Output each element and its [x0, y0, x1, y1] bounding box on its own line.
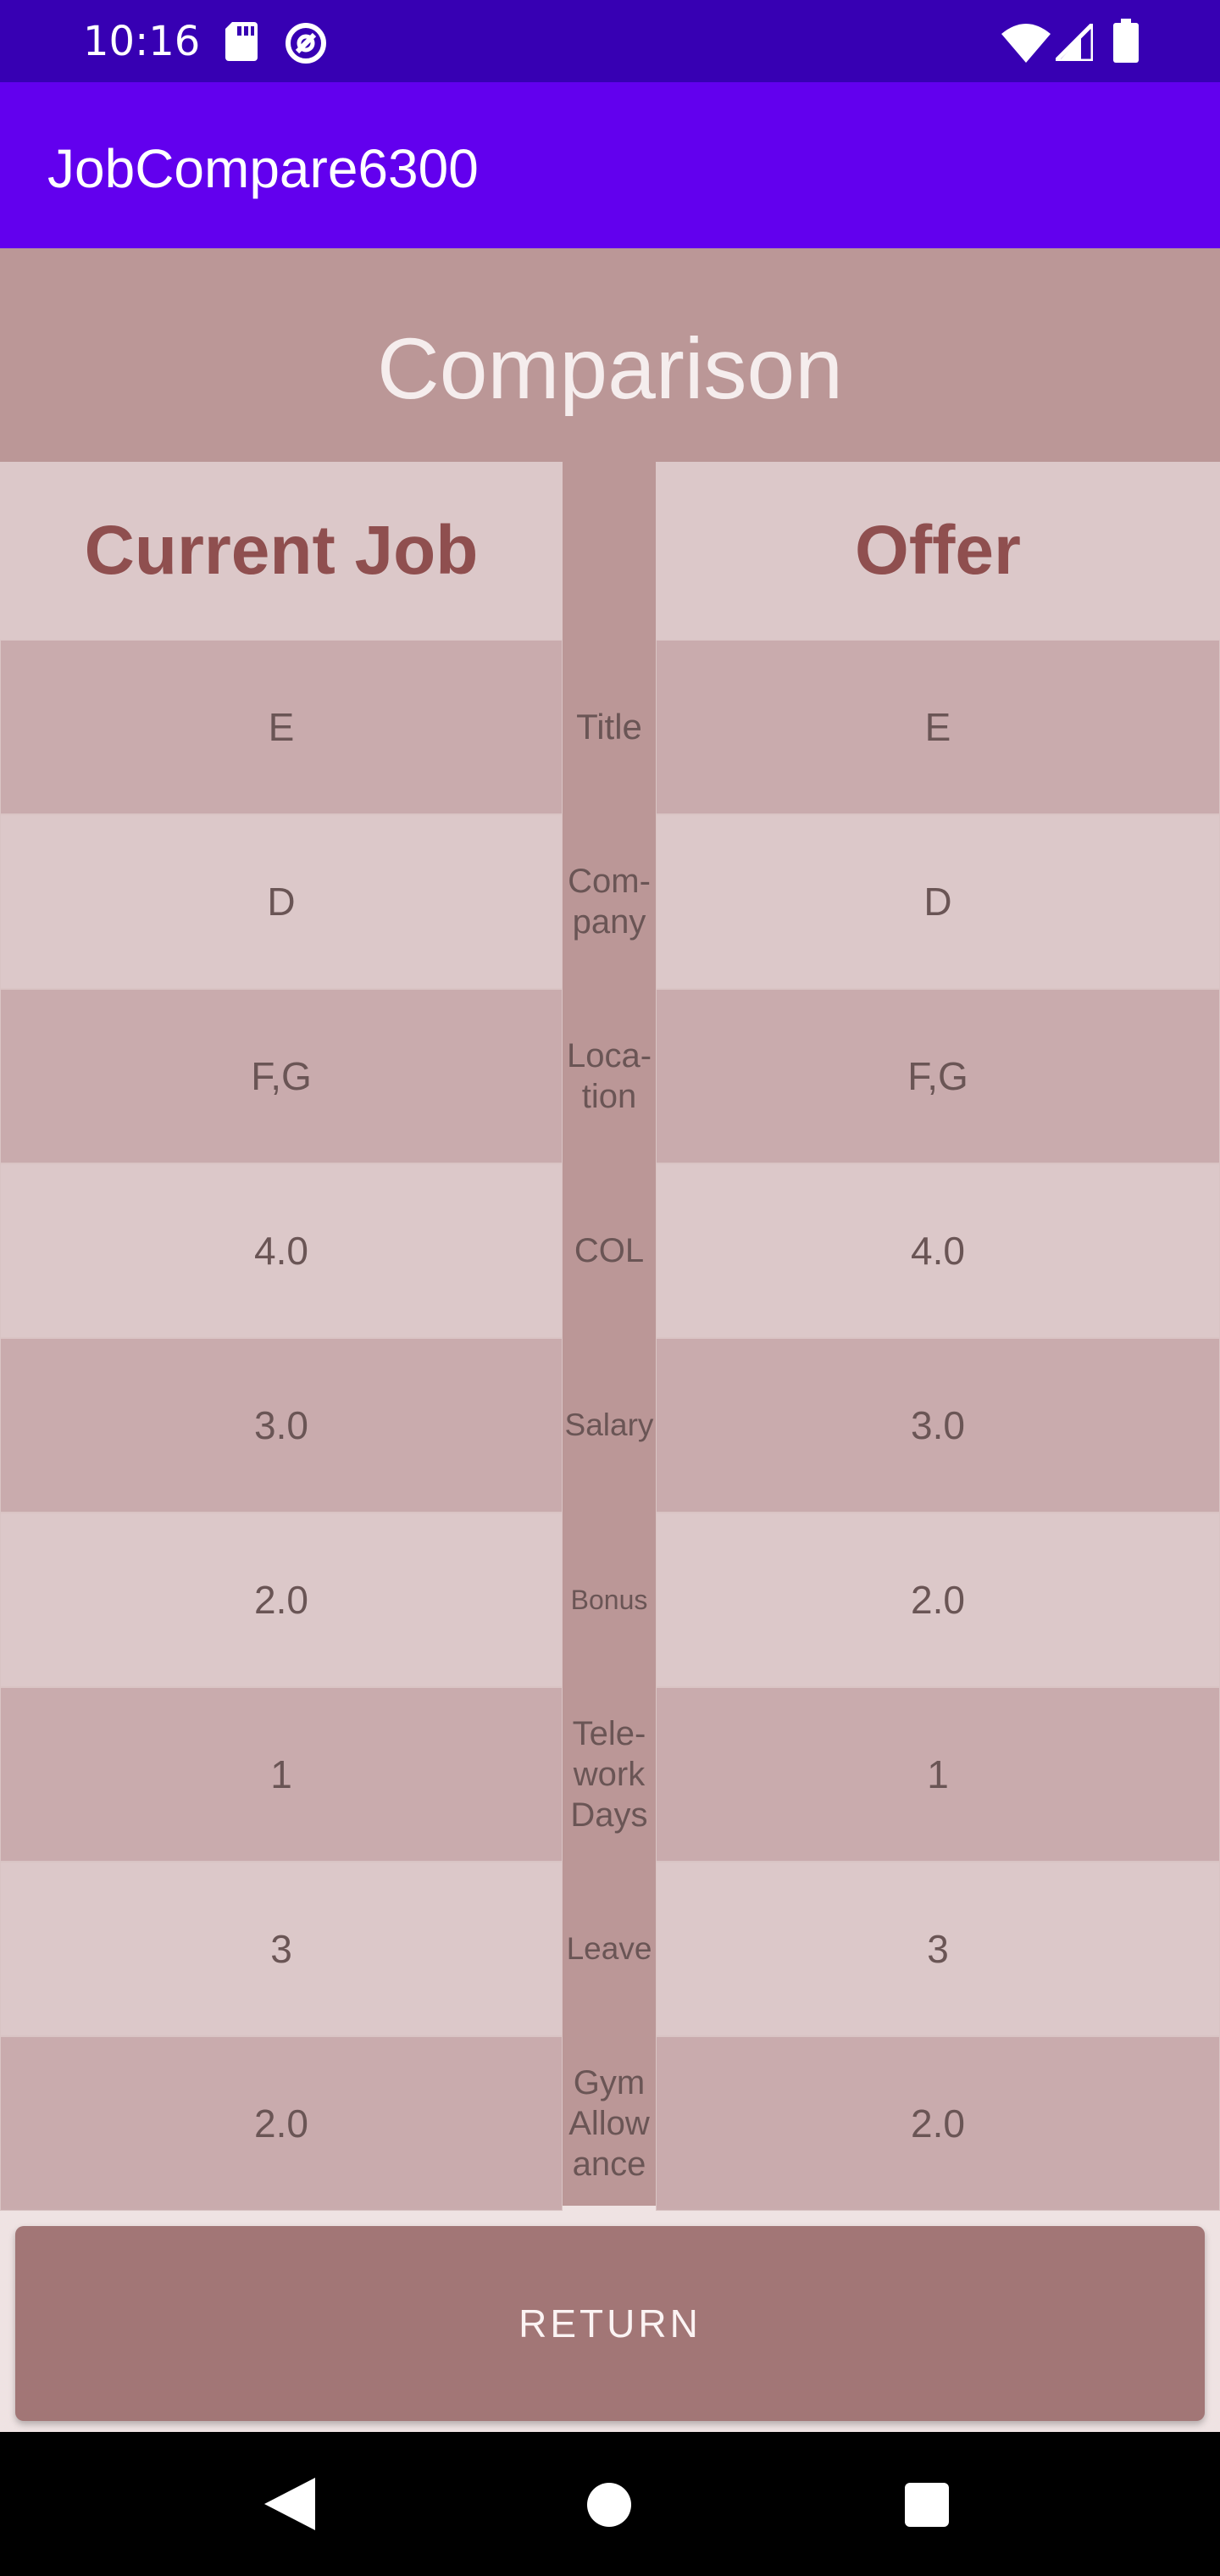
offer-company-cell: D: [656, 814, 1220, 989]
offer-bonus-cell: 2.0: [656, 1513, 1220, 1687]
offer-title-cell: E: [656, 640, 1220, 814]
back-icon[interactable]: [264, 2478, 315, 2530]
return-button-label: RETURN: [518, 2301, 702, 2346]
offer-gym-cell: 2.0: [656, 2036, 1220, 2211]
current-leave-cell: 3: [0, 1862, 563, 2036]
offer-location-cell: F,G: [656, 989, 1220, 1163]
home-icon[interactable]: [587, 2483, 631, 2527]
sd-card-icon: [225, 22, 258, 61]
system-navigation-bar: [0, 2432, 1220, 2576]
label-bonus: Bonus: [563, 1513, 656, 1687]
app-title: JobCompare6300: [47, 138, 479, 199]
app-bar: JobCompare6300: [0, 82, 1220, 248]
offer-salary-cell: 3.0: [656, 1338, 1220, 1513]
label-gym: Gym Allow ance: [563, 2036, 656, 2211]
return-button[interactable]: RETURN: [15, 2226, 1205, 2421]
label-salary: Salary: [563, 1338, 656, 1513]
label-location-line2: tion: [581, 1078, 637, 1115]
current-company-cell: D: [0, 814, 563, 989]
label-location: Loca- tion: [563, 989, 656, 1163]
offer-col-cell: 4.0: [656, 1163, 1220, 1338]
label-col-text: COL: [574, 1232, 645, 1269]
current-job-header: Current Job: [0, 462, 563, 640]
status-bar: 10:16: [0, 0, 1220, 82]
sync-icon: [286, 23, 326, 64]
label-telework-line2: work: [573, 1756, 646, 1793]
label-company-line2: pany: [572, 903, 646, 941]
battery-icon: [1113, 19, 1139, 63]
offer-telework-cell: 1: [656, 1687, 1220, 1862]
current-bonus-cell: 2.0: [0, 1513, 563, 1687]
comparison-content: Comparison Current Job E D F,G 4.0 3.0 2…: [0, 248, 1220, 2421]
status-time: 10:16: [83, 18, 201, 65]
label-spacer: [563, 462, 656, 640]
current-col-cell: 4.0: [0, 1163, 563, 1338]
offer-header: Offer: [656, 462, 1220, 640]
label-location-line1: Loca-: [566, 1037, 652, 1074]
current-location-cell: F,G: [0, 989, 563, 1163]
label-title: Title: [563, 640, 656, 814]
label-gym-line1: Gym: [573, 2064, 646, 2101]
page-title: Comparison: [377, 320, 843, 417]
label-gym-line2: Allow: [568, 2105, 650, 2142]
label-telework-line3: Days: [570, 1796, 648, 1834]
label-title-text: Title: [576, 707, 642, 747]
label-company-line1: Com-: [568, 863, 651, 900]
current-salary-cell: 3.0: [0, 1338, 563, 1513]
recent-apps-icon[interactable]: [905, 2483, 949, 2527]
label-col: COL: [563, 1163, 656, 1338]
current-job-column: Current Job E D F,G 4.0 3.0 2.0 1 3 2.0: [0, 462, 563, 2211]
current-telework-cell: 1: [0, 1687, 563, 1862]
signal-icon: [1056, 24, 1093, 61]
label-leave: Leave: [563, 1862, 656, 2036]
offer-leave-cell: 3: [656, 1862, 1220, 2036]
label-company: Com- pany: [563, 814, 656, 989]
current-title-cell: E: [0, 640, 563, 814]
label-telework: Tele- work Days: [563, 1687, 656, 1862]
label-salary-text: Salary: [564, 1407, 654, 1442]
label-leave-text: Leave: [566, 1931, 652, 1966]
comparison-header: Comparison: [0, 248, 1220, 462]
label-telework-line1: Tele-: [572, 1715, 646, 1752]
current-gym-cell: 2.0: [0, 2036, 563, 2211]
wifi-icon: [1001, 24, 1051, 63]
offer-column: Offer E D F,G 4.0 3.0 2.0 1 3 2.0: [656, 462, 1220, 2211]
label-gym-line3: ance: [572, 2146, 646, 2183]
label-bonus-text: Bonus: [570, 1585, 648, 1615]
field-label-column: Title Com- pany Loca- tion COL Salary Bo…: [563, 462, 656, 2206]
